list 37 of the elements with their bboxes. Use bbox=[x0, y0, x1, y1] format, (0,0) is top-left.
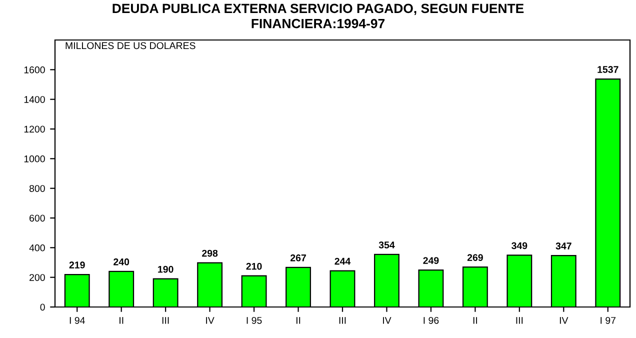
x-tick-label: IV bbox=[206, 317, 214, 324]
y-tick-label: 200 bbox=[30, 274, 45, 281]
data-label: 347 bbox=[556, 242, 572, 250]
data-label: 267 bbox=[290, 254, 306, 262]
data-label: 269 bbox=[467, 254, 483, 262]
data-label: 240 bbox=[114, 258, 130, 266]
y-tick-label: 600 bbox=[30, 214, 45, 222]
x-tick-label: III bbox=[339, 317, 346, 324]
data-label: 210 bbox=[246, 262, 262, 270]
y-tick-label: 400 bbox=[29, 244, 45, 252]
data-label: 190 bbox=[158, 266, 174, 273]
x-tick-label: II bbox=[120, 317, 124, 324]
x-tick-label: III bbox=[162, 317, 169, 324]
y-tick-label: 1200 bbox=[24, 126, 45, 133]
x-tick-label: II bbox=[473, 317, 477, 324]
x-tick-label: I 94 bbox=[70, 316, 85, 324]
data-label: 349 bbox=[512, 242, 528, 250]
data-label: 1537 bbox=[598, 66, 618, 73]
data-label: 298 bbox=[202, 250, 218, 257]
y-tick-label: 1600 bbox=[24, 66, 45, 74]
x-tick-label: I 95 bbox=[246, 316, 262, 324]
x-tick-label: III bbox=[516, 317, 523, 324]
chart-title: DEUDA PUBLICA EXTERNA SERVICIO PAGADO, SEGUN FUENTE FINANCIERA:1994-97 bbox=[112, 4, 524, 28]
y-tick-label: 1400 bbox=[24, 96, 45, 103]
x-tick-label: I 96 bbox=[424, 316, 439, 324]
y-tick-label: 0 bbox=[40, 304, 45, 311]
data-label: 219 bbox=[69, 262, 85, 268]
data-label: 249 bbox=[423, 257, 439, 264]
y-tick-label: 1000 bbox=[24, 155, 45, 162]
y-tick-label: 800 bbox=[29, 185, 45, 192]
x-tick-label: IV bbox=[383, 317, 392, 324]
data-label: 354 bbox=[378, 242, 395, 248]
x-tick-label: II bbox=[296, 317, 300, 324]
data-label: 244 bbox=[334, 258, 351, 265]
x-tick-label: IV bbox=[560, 317, 568, 324]
y-axis-title: MILLONES DE US DOLARES bbox=[66, 42, 196, 50]
x-tick-label: I 97 bbox=[600, 316, 616, 324]
